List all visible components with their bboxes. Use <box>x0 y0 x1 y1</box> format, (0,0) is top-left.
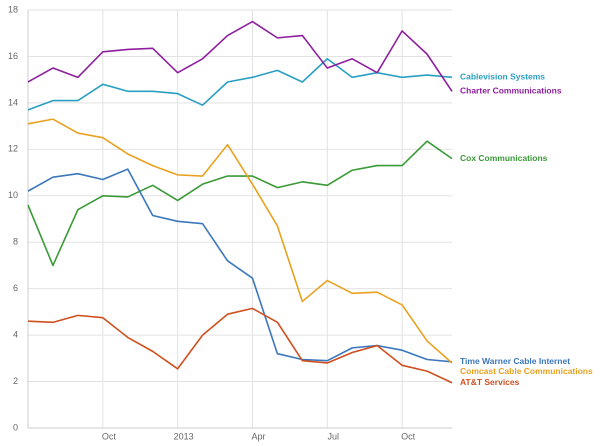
legend-label: Charter Communications <box>460 86 562 96</box>
y-tick-label: 14 <box>8 97 18 107</box>
series-line <box>27 140 453 267</box>
y-tick-label: 10 <box>8 190 18 200</box>
y-tick-label: 2 <box>13 376 18 386</box>
x-tick-label: 2013 <box>174 431 194 441</box>
x-tick-label: Jul <box>328 431 340 441</box>
x-tick-label: Oct <box>102 431 117 441</box>
y-tick-label: 4 <box>13 329 18 339</box>
series-line <box>27 307 453 384</box>
x-tick-label: Apr <box>251 431 265 441</box>
legend-label: Comcast Cable Communications <box>460 366 593 376</box>
legend-label: Time Warner Cable Internet <box>460 356 570 366</box>
y-tick-label: 0 <box>13 422 18 432</box>
y-tick-label: 8 <box>13 237 18 247</box>
legend-label: Cox Communications <box>460 153 548 163</box>
legend-label: AT&T Services <box>460 377 520 387</box>
x-tick-label: Oct <box>401 431 416 441</box>
series-line <box>27 168 453 363</box>
y-tick-label: 12 <box>8 144 18 154</box>
series-line <box>27 20 453 92</box>
legend-label: Cablevision Systems <box>460 72 545 82</box>
y-tick-label: 16 <box>8 51 18 61</box>
series-line <box>27 57 453 111</box>
series-line <box>27 118 453 364</box>
y-tick-label: 6 <box>13 283 18 293</box>
y-tick-label: 18 <box>8 4 18 14</box>
